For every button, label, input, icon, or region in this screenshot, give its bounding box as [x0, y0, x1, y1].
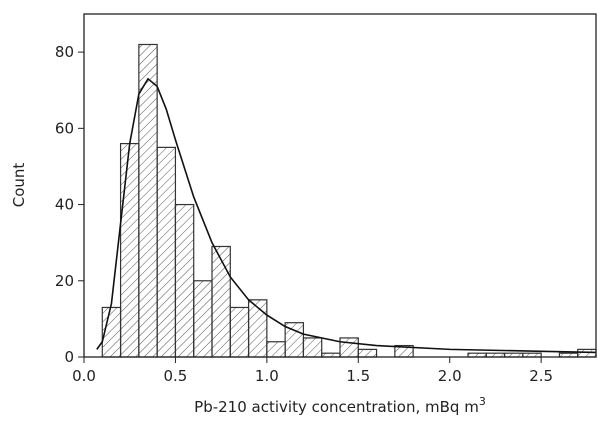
y-tick-label: 40 [55, 196, 74, 214]
bar [156, 146, 177, 358]
x-tick-label: 2.0 [438, 367, 462, 385]
bar [357, 348, 378, 358]
bar [138, 43, 158, 358]
y-axis-label: Count [10, 163, 28, 208]
bar [211, 245, 231, 358]
x-tick-label: 1.0 [255, 367, 279, 385]
x-axis-label-text: Pb-210 activity concentration, mBq m [194, 398, 479, 416]
x-tick-label: 1.5 [346, 367, 370, 385]
y-tick-label: 20 [55, 272, 74, 290]
bar [266, 341, 286, 358]
plot-frame [83, 13, 597, 358]
x-tick-label: 0.5 [163, 367, 187, 385]
x-tick-label: 0.0 [72, 367, 96, 385]
x-tick-label: 2.5 [529, 367, 553, 385]
bar [339, 337, 359, 358]
x-axis-label-superscript: 3 [479, 395, 486, 408]
y-tick-label: 0 [64, 348, 74, 366]
bar [229, 306, 250, 358]
x-axis-label: Pb-210 activity concentration, mBq m3 [194, 395, 486, 416]
bar [174, 203, 195, 358]
bar [119, 142, 140, 358]
bar [302, 337, 323, 358]
bar [577, 348, 597, 358]
bar [193, 280, 213, 358]
y-tick-label: 60 [55, 119, 74, 137]
fit-curve [96, 77, 597, 354]
y-tick-label: 80 [55, 43, 74, 61]
